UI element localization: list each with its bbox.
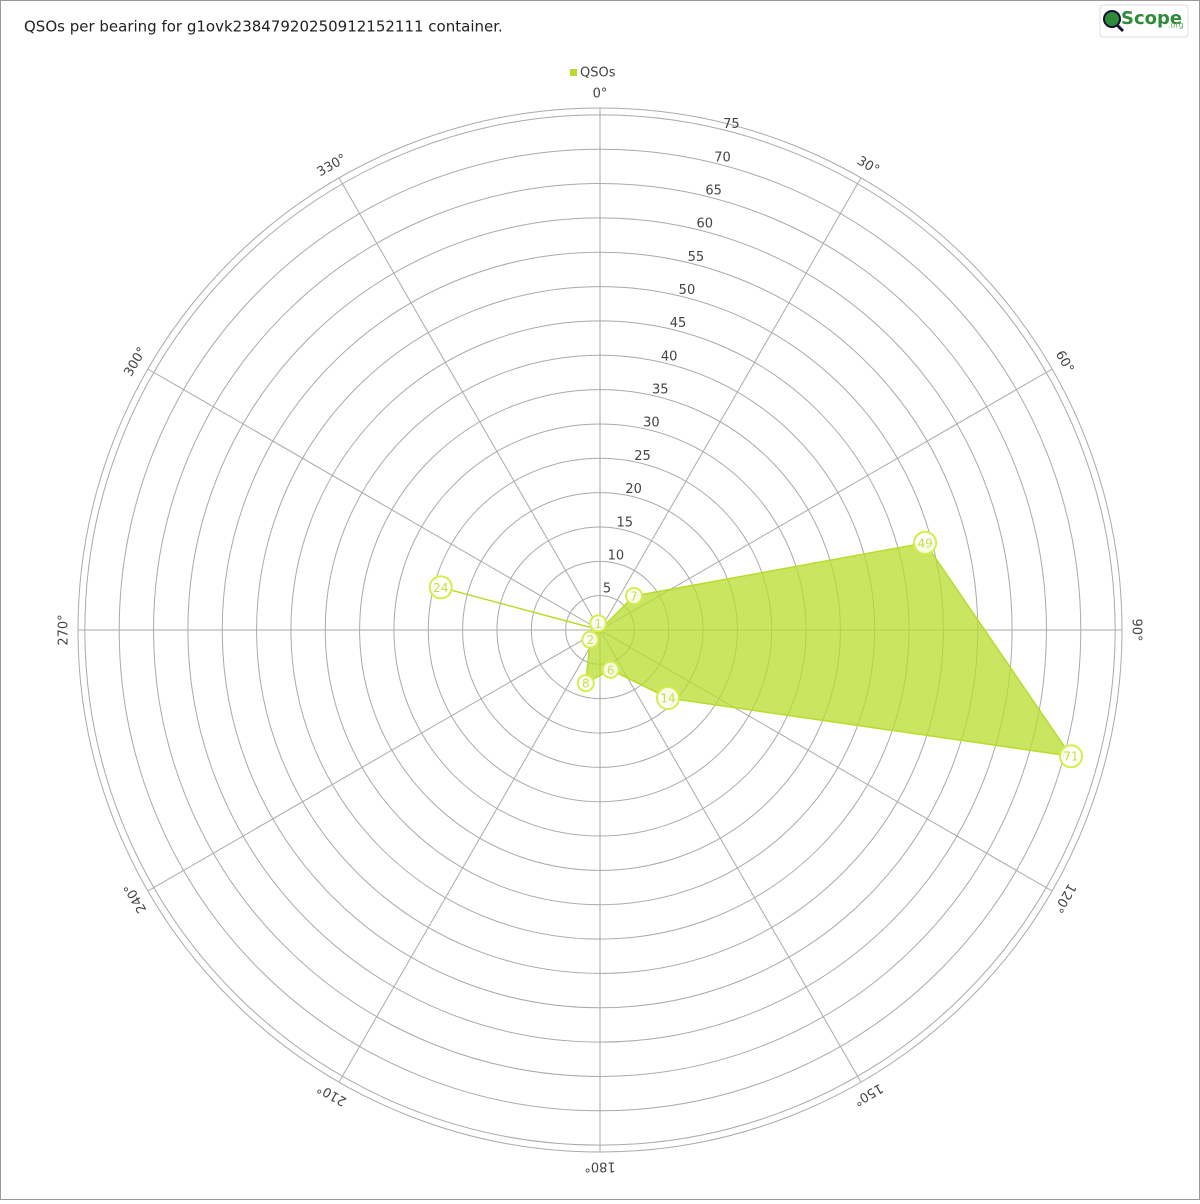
grid-spoke xyxy=(599,177,862,631)
chart-title: QSOs per bearing for g1ovk23847920250912… xyxy=(24,18,503,36)
r-tick-label: 70 xyxy=(714,150,731,165)
r-tick-label: 60 xyxy=(696,217,713,232)
logo-text: Scope xyxy=(1121,8,1182,29)
r-tick-label: 65 xyxy=(705,184,722,199)
grid-spoke xyxy=(338,629,601,1083)
grid-spoke xyxy=(338,177,601,631)
value-label: 71 xyxy=(1063,750,1078,764)
logo: Scope .org xyxy=(1099,4,1189,38)
r-tick-label: 15 xyxy=(616,515,633,530)
angle-label: 90° xyxy=(1129,618,1144,641)
legend-label: QSOs xyxy=(580,66,616,81)
r-tick-label: 55 xyxy=(688,250,705,265)
value-label: 8 xyxy=(582,677,590,691)
r-tick-label: 75 xyxy=(723,117,740,132)
value-label: 1 xyxy=(594,617,602,631)
point-marker xyxy=(576,674,595,693)
point-marker xyxy=(624,587,643,606)
grid-spoke xyxy=(599,368,1053,631)
grid-spoke xyxy=(599,629,862,1083)
r-tick-label: 40 xyxy=(661,349,678,364)
angle-label: 270° xyxy=(57,614,72,645)
grid-spoke xyxy=(147,368,601,631)
point-marker xyxy=(589,614,608,633)
r-tick-label: 25 xyxy=(634,449,651,464)
legend-swatch xyxy=(570,69,577,76)
angle-label: 180° xyxy=(584,1159,615,1174)
r-tick-label: 10 xyxy=(608,548,625,563)
value-label: 24 xyxy=(433,581,448,595)
value-label: 14 xyxy=(660,691,675,705)
point-marker xyxy=(655,685,680,710)
value-label: 6 xyxy=(607,663,615,677)
point-marker xyxy=(913,530,938,555)
r-tick-label: 50 xyxy=(679,283,696,298)
r-tick-label: 35 xyxy=(652,383,669,398)
point-marker xyxy=(1059,744,1084,769)
value-label: 49 xyxy=(917,536,932,550)
grid-spoke xyxy=(147,629,601,892)
logo-icon xyxy=(1103,10,1121,28)
point-marker xyxy=(428,575,453,600)
r-tick-label: 5 xyxy=(603,582,611,597)
logo-suffix: .org xyxy=(1168,21,1184,30)
r-tick-label: 45 xyxy=(670,316,687,331)
r-tick-label: 20 xyxy=(625,482,642,497)
point-marker xyxy=(581,630,600,649)
point-marker xyxy=(601,660,620,679)
value-label: 7 xyxy=(630,590,638,604)
angle-label: 0° xyxy=(593,87,608,102)
logo-icon xyxy=(1115,23,1125,33)
r-tick-label: 30 xyxy=(643,416,660,431)
value-label: 2 xyxy=(586,633,594,647)
